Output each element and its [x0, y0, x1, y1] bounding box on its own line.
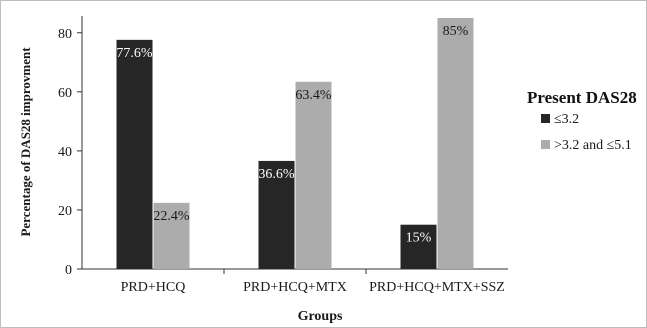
bar-data-label: 77.6% [116, 46, 153, 61]
bar [437, 18, 474, 269]
bar-data-label: 22.4% [153, 209, 190, 224]
x-axis-label: Groups [298, 309, 343, 324]
x-axis-ticks: PRD+HCQ PRD+HCQ+MTX PRD+HCQ+MTX+SSZ [121, 269, 505, 295]
bar-data-label: 36.6% [258, 167, 295, 182]
y-tick-label: 80 [58, 27, 72, 42]
x-tick-label: PRD+HCQ [121, 280, 186, 295]
bar-data-label: 15% [406, 231, 432, 246]
bar [258, 160, 295, 269]
x-tick-label: PRD+HCQ+MTX [243, 280, 347, 295]
legend-swatch [541, 140, 550, 149]
legend-label: >3.2 and ≤5.1 [554, 138, 632, 153]
legend-title: Present DAS28 [527, 88, 637, 107]
bar [400, 224, 437, 269]
bar [153, 202, 190, 269]
bar-data-label: 63.4% [295, 88, 332, 103]
x-tick-label: PRD+HCQ+MTX+SSZ [369, 280, 505, 295]
axes [81, 16, 508, 270]
y-tick-label: 40 [58, 145, 72, 160]
y-tick-label: 60 [58, 86, 72, 101]
bar-data-labels: 77.6% 22.4% 36.6% 63.4% 15% 85% [116, 24, 468, 246]
legend-items: ≤3.2 >3.2 and ≤5.1 [541, 112, 632, 153]
legend: Present DAS28 ≤3.2 >3.2 and ≤5.1 [527, 88, 637, 153]
bars [116, 18, 474, 270]
bar-data-label: 85% [443, 24, 469, 39]
bar [116, 39, 153, 270]
y-tick-label: 0 [65, 263, 72, 278]
legend-label: ≤3.2 [554, 112, 579, 127]
y-axis-ticks: 0 20 40 60 80 [58, 27, 82, 278]
bar [295, 81, 332, 269]
y-axis-label: Percentage of DAS28 improvment [18, 47, 33, 237]
legend-swatch [541, 114, 550, 123]
y-tick-label: 20 [58, 204, 72, 219]
